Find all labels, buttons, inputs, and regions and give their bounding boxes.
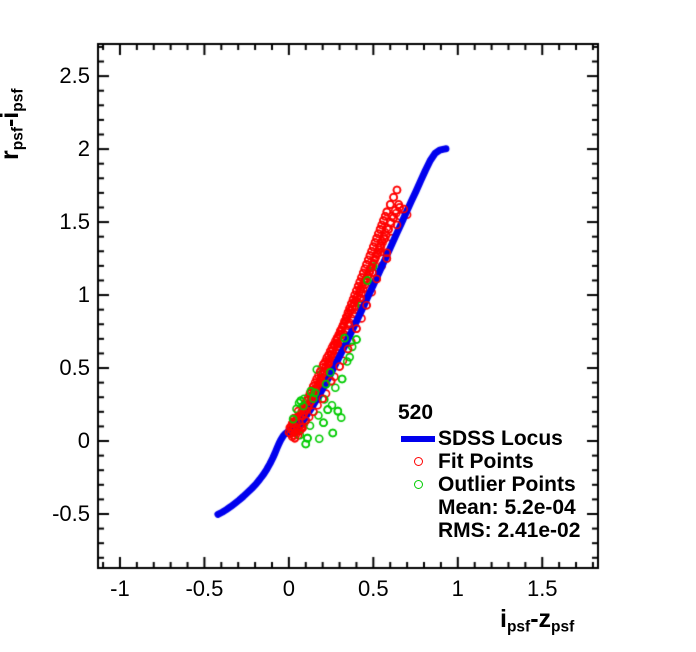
x-tick-label: -0.5	[185, 576, 224, 601]
y-tick-label: 0.5	[59, 355, 90, 381]
x-tick-label: 1	[451, 576, 464, 601]
x-axis-title-sub-psf-2: psf	[551, 618, 575, 636]
y-tick-label: 1.5	[59, 209, 90, 235]
x-axis-title: ipsf-zpsf	[500, 605, 574, 636]
y-axis-title-minus-i: -i	[0, 111, 24, 128]
legend-title: 520	[398, 401, 434, 424]
y-tick-label: -0.5	[52, 500, 90, 526]
y-tick-label: 0	[77, 428, 90, 453]
legend-stat-line: RMS: 2.41e-02	[438, 519, 581, 542]
legend-key-line	[398, 435, 438, 442]
legend-circle-marker-icon	[413, 457, 423, 466]
y-tick-label: 2	[77, 136, 90, 162]
x-tick-label: 1.5	[526, 576, 558, 601]
y-axis-title-r: r	[0, 150, 24, 160]
x-tick-label: 0.5	[358, 576, 389, 601]
x-axis-title-sub-psf-1: psf	[506, 618, 531, 636]
x-tick-label: 0	[282, 576, 295, 601]
legend-entries: SDSS Locus Fit Points Outlier Points	[398, 427, 588, 496]
chart-legend: 520 SDSS Locus Fit Points Outlier Points M…	[398, 401, 588, 543]
x-tick-label: -1	[110, 576, 130, 601]
y-axis-title: rpsf-ipsf	[0, 0, 27, 160]
legend-entry-label: SDSS Locus	[438, 427, 563, 450]
x-axis-title-i: i	[500, 605, 507, 633]
legend-stats: Mean: 5.2e-04 RMS: 2.41e-02	[398, 496, 588, 542]
legend-key-marker	[398, 457, 438, 466]
y-axis-title-sub-psf-1: psf	[9, 127, 27, 151]
x-axis-title-minus-z: -z	[530, 605, 552, 633]
legend-entry[interactable]: SDSS Locus	[398, 427, 588, 450]
legend-circle-marker-icon	[413, 480, 423, 489]
legend-entry[interactable]: Outlier Points	[398, 473, 588, 496]
legend-entry[interactable]: Fit Points	[398, 450, 588, 473]
legend-stat-line: Mean: 5.2e-04	[438, 496, 576, 519]
y-tick-label: 1	[77, 282, 90, 308]
legend-entry-label: Fit Points	[438, 450, 534, 473]
legend-line-swatch	[401, 435, 435, 442]
legend-key-marker	[398, 480, 438, 489]
y-tick-label: 2.5	[59, 63, 90, 89]
legend-entry-label: Outlier Points	[438, 473, 576, 496]
y-axis-title-sub-psf-2: psf	[9, 88, 27, 112]
